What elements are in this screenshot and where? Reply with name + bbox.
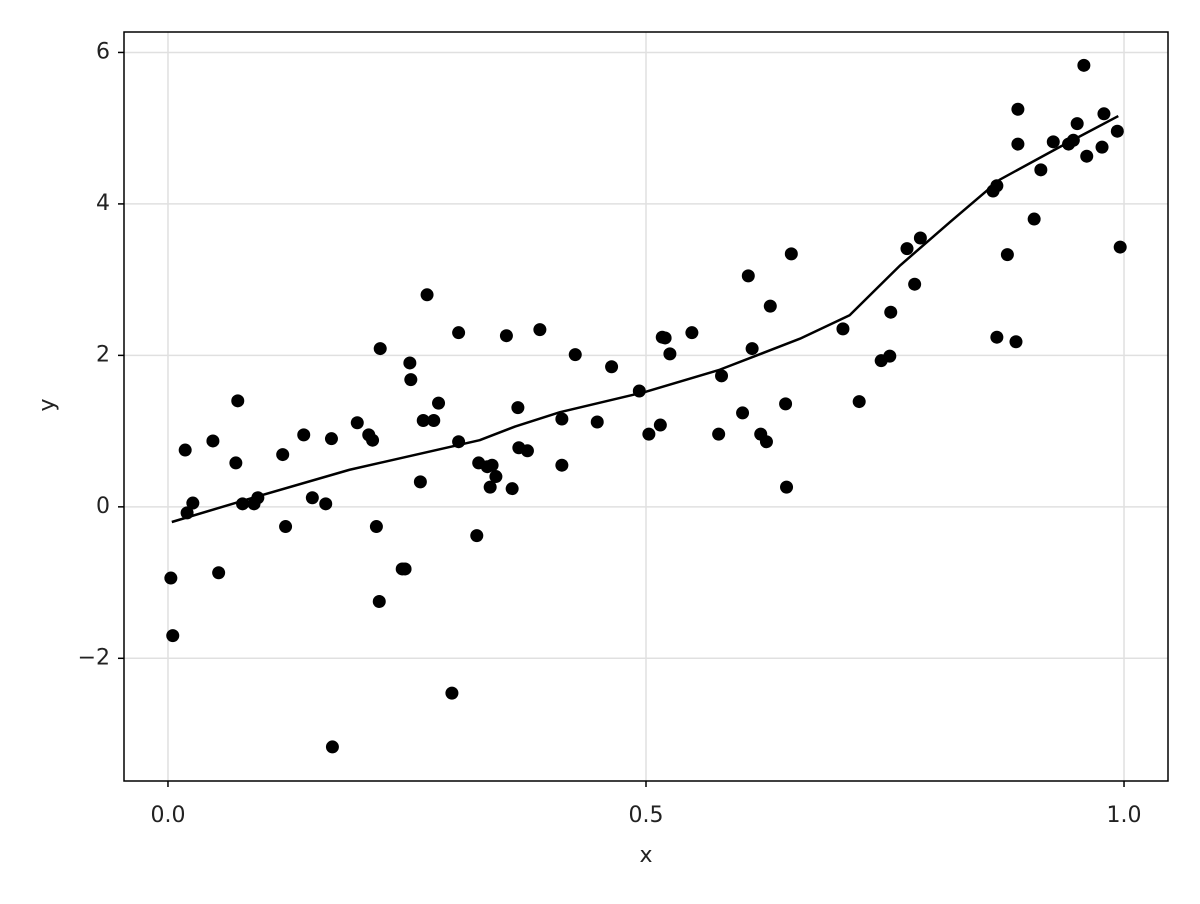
fit-line (171, 114, 1119, 524)
data-point (276, 448, 290, 462)
data-point (206, 434, 220, 448)
data-point (658, 331, 672, 345)
data-point (305, 491, 319, 505)
data-point (1046, 135, 1060, 149)
data-point (452, 326, 466, 340)
data-point (489, 470, 503, 484)
data-point (369, 520, 383, 534)
data-point (745, 342, 759, 356)
data-point (780, 480, 794, 494)
data-point (186, 496, 200, 510)
data-point (372, 595, 386, 609)
data-point (533, 323, 547, 337)
data-point (470, 529, 484, 543)
data-point (1011, 102, 1025, 116)
data-point (212, 566, 226, 580)
grid (124, 32, 1168, 781)
data-point (520, 444, 534, 458)
data-point (555, 458, 569, 472)
data-point (511, 401, 525, 415)
data-point (836, 322, 850, 336)
data-point (555, 412, 569, 426)
y-axis-label: y (35, 398, 60, 411)
marks (164, 58, 1127, 754)
data-point (653, 418, 667, 432)
data-point (913, 231, 927, 245)
y-tick-label: 6 (96, 39, 110, 64)
data-point (279, 520, 293, 534)
data-point (1113, 240, 1127, 254)
y-tick-label: −2 (78, 645, 110, 670)
data-point (642, 427, 656, 441)
data-point (1070, 117, 1084, 131)
data-point (605, 360, 619, 374)
x-axis-label: x (639, 843, 652, 868)
data-point (759, 435, 773, 449)
data-point (990, 330, 1004, 344)
data-point (568, 348, 582, 362)
data-point (1027, 212, 1041, 226)
x-tick-label: 1.0 (1107, 803, 1142, 828)
data-point (884, 305, 898, 319)
data-point (403, 356, 417, 370)
y-tick-label: 2 (96, 342, 110, 367)
data-point (1097, 107, 1111, 121)
data-point (741, 269, 755, 283)
data-point (1095, 140, 1109, 154)
data-point (784, 247, 798, 261)
y-tick-label: 4 (96, 191, 110, 216)
data-point (779, 397, 793, 411)
data-point (715, 369, 729, 383)
data-point (164, 571, 178, 585)
data-point (350, 416, 364, 430)
data-point (505, 482, 519, 496)
data-point (366, 433, 380, 447)
data-point (712, 427, 726, 441)
data-point (499, 329, 513, 343)
data-point (231, 394, 245, 408)
data-point (445, 686, 459, 700)
data-point (416, 414, 430, 428)
data-point (398, 562, 412, 576)
data-point (427, 414, 441, 428)
data-point (483, 480, 497, 494)
data-point (590, 415, 604, 429)
data-point (663, 347, 677, 361)
data-point (852, 395, 866, 409)
data-point (736, 406, 750, 420)
data-point (178, 443, 192, 457)
data-point (404, 373, 418, 387)
data-point (413, 475, 427, 489)
data-point (990, 179, 1004, 193)
data-point (485, 458, 499, 472)
data-point (1034, 163, 1048, 177)
data-point (297, 428, 311, 442)
x-tick-label: 0.5 (629, 803, 664, 828)
data-point (420, 288, 434, 302)
data-point (432, 396, 446, 410)
data-point (325, 740, 339, 754)
data-point (1077, 58, 1091, 72)
data-point (324, 432, 338, 446)
data-point (1011, 137, 1025, 151)
data-point (166, 629, 180, 643)
data-point (883, 349, 897, 363)
data-point (1000, 248, 1014, 262)
data-point (1080, 149, 1094, 163)
data-point (1009, 335, 1023, 349)
data-point (229, 456, 243, 470)
data-point (908, 277, 922, 291)
x-tick-label: 0.0 (150, 803, 185, 828)
data-point (373, 342, 387, 356)
data-point (900, 242, 914, 256)
data-point (685, 326, 699, 340)
y-tick-label: 0 (96, 494, 110, 519)
data-point (763, 299, 777, 313)
data-point (1110, 124, 1124, 138)
data-point (319, 497, 333, 511)
